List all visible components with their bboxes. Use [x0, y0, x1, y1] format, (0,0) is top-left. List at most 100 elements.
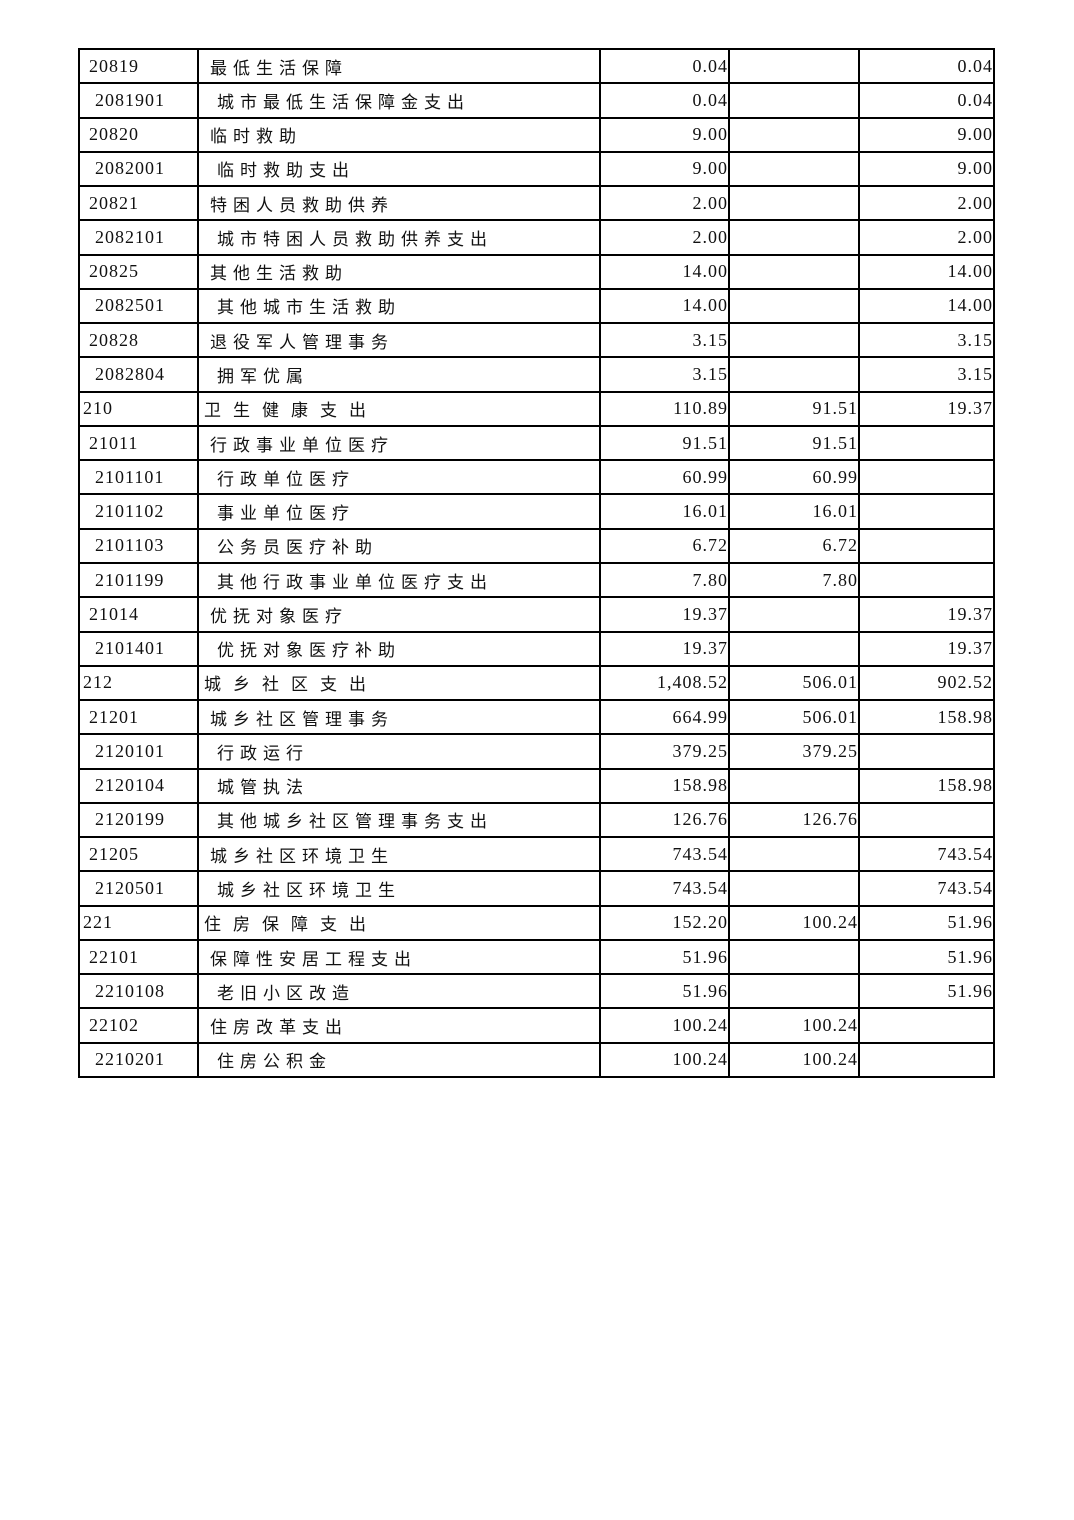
item-name-cell: 城乡社区支出	[197, 664, 601, 702]
code-cell: 2101199	[78, 561, 199, 599]
table-row: 2210108 老旧小区改造 51.96 51.96	[78, 973, 995, 1010]
value-cell-3: 2.00	[858, 185, 995, 222]
item-name-cell: 城乡社区管理事务	[197, 699, 601, 736]
item-name-cell: 住房改革支出	[197, 1007, 601, 1044]
value-cell-1: 100.24	[599, 1007, 730, 1044]
value-cell-2	[728, 287, 860, 325]
value-cell-2	[728, 219, 860, 256]
value-cell-3: 51.96	[858, 973, 995, 1010]
value-cell-2	[728, 82, 860, 119]
value-cell-1: 19.37	[599, 630, 730, 667]
value-cell-3	[858, 459, 995, 496]
value-cell-3	[858, 1007, 995, 1044]
value-cell-2	[728, 47, 860, 85]
item-name-cell: 卫生健康支出	[197, 390, 601, 427]
code-cell: 2120101	[78, 733, 199, 770]
value-cell-2	[728, 630, 860, 667]
value-cell-1: 60.99	[599, 459, 730, 496]
value-cell-3	[858, 493, 995, 530]
value-cell-1: 126.76	[599, 801, 730, 839]
value-cell-2	[728, 116, 860, 153]
code-cell: 210	[78, 390, 199, 427]
item-name-cell: 城乡社区环境卫生	[197, 870, 601, 907]
table-row: 2101401 优抚对象医疗补助 19.37 19.37	[78, 630, 995, 667]
code-cell: 2101401	[78, 630, 199, 667]
value-cell-1: 2.00	[599, 185, 730, 222]
table-row: 2082001 临时救助支出 9.00 9.00	[78, 150, 995, 188]
table-row: 2101102 事业单位医疗 16.01 16.01	[78, 493, 995, 530]
code-cell: 20819	[78, 47, 199, 85]
value-cell-2: 100.24	[728, 904, 860, 941]
item-name-cell: 行政单位医疗	[197, 459, 601, 496]
item-name-cell: 保障性安居工程支出	[197, 938, 601, 976]
value-cell-3: 51.96	[858, 938, 995, 976]
value-cell-3: 743.54	[858, 836, 995, 873]
item-name-cell: 其他行政事业单位医疗支出	[197, 561, 601, 599]
item-name-cell: 住房保障支出	[197, 904, 601, 941]
table-row: 2082101 城市特困人员救助供养支出 2.00 2.00	[78, 219, 995, 256]
table-row: 2120199 其他城乡社区管理事务支出 126.76 126.76	[78, 801, 995, 839]
code-cell: 20820	[78, 116, 199, 153]
item-name-cell: 城管执法	[197, 767, 601, 804]
value-cell-1: 743.54	[599, 836, 730, 873]
code-cell: 20828	[78, 322, 199, 359]
value-cell-1: 16.01	[599, 493, 730, 530]
code-cell: 2082501	[78, 287, 199, 325]
code-cell: 212	[78, 664, 199, 702]
value-cell-1: 9.00	[599, 150, 730, 188]
item-name-cell: 优抚对象医疗	[197, 596, 601, 633]
value-cell-2	[728, 185, 860, 222]
value-cell-1: 19.37	[599, 596, 730, 633]
code-cell: 2120199	[78, 801, 199, 839]
code-cell: 2120104	[78, 767, 199, 804]
code-cell: 221	[78, 904, 199, 941]
value-cell-3: 0.04	[858, 47, 995, 85]
value-cell-2: 7.80	[728, 561, 860, 599]
value-cell-1: 6.72	[599, 527, 730, 564]
value-cell-3: 19.37	[858, 630, 995, 667]
value-cell-2: 91.51	[728, 424, 860, 462]
table-row: 20821 特困人员救助供养 2.00 2.00	[78, 185, 995, 222]
code-cell: 2082804	[78, 356, 199, 393]
item-name-cell: 其他城乡社区管理事务支出	[197, 801, 601, 839]
value-cell-2	[728, 938, 860, 976]
value-cell-3: 0.04	[858, 82, 995, 119]
code-cell: 22102	[78, 1007, 199, 1044]
value-cell-1: 51.96	[599, 938, 730, 976]
table-row: 21011 行政事业单位医疗 91.51 91.51	[78, 424, 995, 462]
item-name-cell: 城乡社区环境卫生	[197, 836, 601, 873]
value-cell-1: 100.24	[599, 1041, 730, 1079]
item-name-cell: 其他生活救助	[197, 253, 601, 290]
code-cell: 2082101	[78, 219, 199, 256]
table-row: 212 城乡社区支出 1,408.52 506.01 902.52	[78, 664, 995, 702]
item-name-cell: 公务员医疗补助	[197, 527, 601, 564]
value-cell-3: 9.00	[858, 116, 995, 153]
value-cell-1: 14.00	[599, 287, 730, 325]
value-cell-1: 14.00	[599, 253, 730, 290]
value-cell-1: 51.96	[599, 973, 730, 1010]
value-cell-2: 506.01	[728, 699, 860, 736]
value-cell-1: 3.15	[599, 322, 730, 359]
value-cell-3	[858, 561, 995, 599]
value-cell-3: 3.15	[858, 356, 995, 393]
value-cell-1: 3.15	[599, 356, 730, 393]
value-cell-2: 60.99	[728, 459, 860, 496]
table-row: 2120104 城管执法 158.98 158.98	[78, 767, 995, 804]
value-cell-1: 91.51	[599, 424, 730, 462]
value-cell-1: 0.04	[599, 47, 730, 85]
value-cell-2	[728, 150, 860, 188]
table-row: 20825 其他生活救助 14.00 14.00	[78, 253, 995, 290]
item-name-cell: 行政事业单位医疗	[197, 424, 601, 462]
code-cell: 21205	[78, 836, 199, 873]
table-row: 22101 保障性安居工程支出 51.96 51.96	[78, 938, 995, 976]
value-cell-1: 2.00	[599, 219, 730, 256]
item-name-cell: 临时救助	[197, 116, 601, 153]
value-cell-1: 0.04	[599, 82, 730, 119]
item-name-cell: 优抚对象医疗补助	[197, 630, 601, 667]
value-cell-3	[858, 1041, 995, 1079]
item-name-cell: 其他城市生活救助	[197, 287, 601, 325]
table-row: 221 住房保障支出 152.20 100.24 51.96	[78, 904, 995, 941]
value-cell-2: 100.24	[728, 1041, 860, 1079]
value-cell-3	[858, 801, 995, 839]
